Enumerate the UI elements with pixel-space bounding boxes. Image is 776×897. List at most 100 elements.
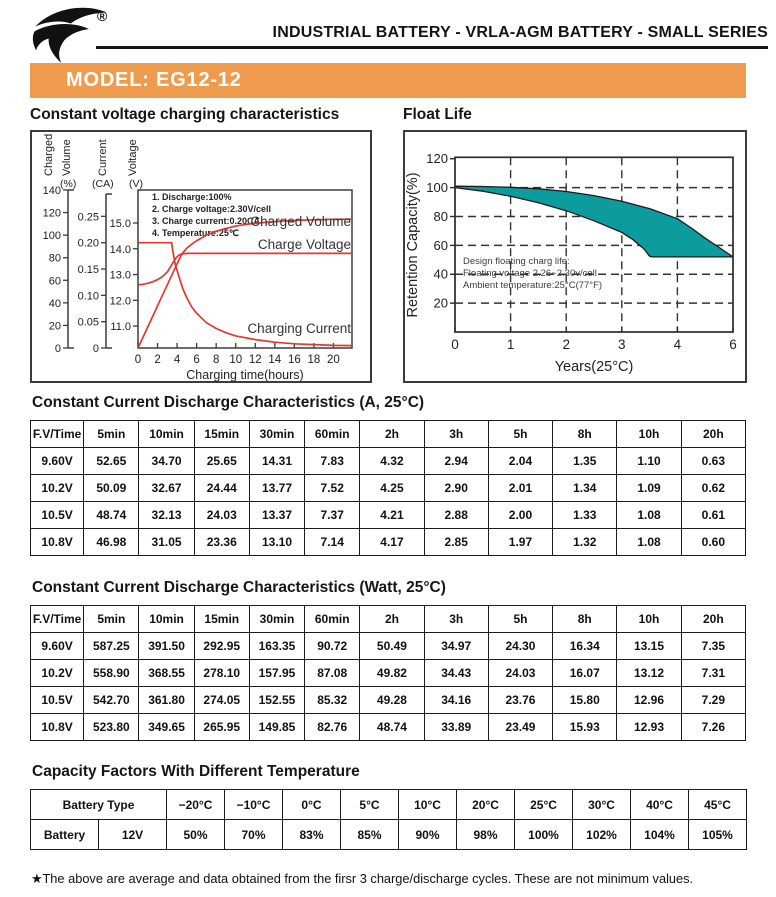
y-tick-label: 100 bbox=[426, 180, 448, 195]
discharge-amps-title: Constant Current Discharge Characteristi… bbox=[32, 394, 425, 411]
column-header: 25°C bbox=[514, 789, 573, 820]
axis-unit: (V) bbox=[129, 178, 143, 190]
header-rule bbox=[96, 46, 768, 49]
x-tick-label: 4 bbox=[674, 337, 682, 352]
cell: 278.10 bbox=[193, 659, 250, 687]
x-axis-label: Years(25°C) bbox=[555, 359, 634, 375]
volume-tick-label: 60 bbox=[49, 275, 61, 287]
discharge-amps-section: Constant Current Discharge Characteristi… bbox=[29, 394, 747, 556]
model-label: MODEL: EG12-12 bbox=[66, 69, 242, 91]
footnote: ★The above are average and data obtained… bbox=[31, 870, 694, 886]
cell: 15.80 bbox=[552, 686, 618, 714]
cell: 82.76 bbox=[304, 713, 361, 741]
cell: 33.89 bbox=[423, 713, 489, 741]
cell: 265.95 bbox=[193, 713, 250, 741]
column-header: 45°C bbox=[688, 789, 747, 820]
cell: 34.16 bbox=[423, 686, 489, 714]
current-tick-label: 0.05 bbox=[78, 317, 99, 329]
cell: 7.83 bbox=[304, 447, 361, 475]
column-header: F.V/Time bbox=[29, 605, 85, 633]
column-header: 10h bbox=[616, 605, 682, 633]
table-row: 10.8V 46.98 31.05 23.36 13.10 7.14 4.17 2.85 1.9… bbox=[29, 528, 747, 556]
cell: 49.82 bbox=[359, 659, 425, 687]
column-header: F.V/Time bbox=[29, 420, 85, 448]
cell: 2.01 bbox=[487, 474, 554, 502]
cell: 7.31 bbox=[680, 659, 747, 687]
column-header: 5min bbox=[83, 605, 140, 633]
brand-logo bbox=[30, 3, 110, 63]
charge-voltage-curve bbox=[137, 252, 352, 286]
data-table-1: F.V/Time 5min 10min 15min 30min 60min 2h 3h 5h 8h… bbox=[29, 605, 747, 741]
float-life-chart-title: Float Life bbox=[403, 106, 472, 123]
column-header: 10min bbox=[138, 420, 195, 448]
cell: 100% bbox=[514, 819, 573, 850]
cell: 1.35 bbox=[552, 447, 618, 475]
x-tick-label: 10 bbox=[229, 354, 242, 366]
column-header: 30°C bbox=[572, 789, 631, 820]
cell: 48.74 bbox=[83, 501, 140, 529]
cell: 0.61 bbox=[680, 501, 747, 529]
column-header: Battery Type bbox=[30, 789, 167, 820]
cell: 85.32 bbox=[304, 686, 361, 714]
discharge-watts-section: Constant Current Discharge Characteristi… bbox=[29, 579, 747, 741]
curve-label: Charging Current bbox=[247, 321, 351, 336]
cell: 0.62 bbox=[680, 474, 747, 502]
data-table-2: Battery Type −20°C −10°C 0°C 5°C 10°C 20°C 25°C… bbox=[30, 789, 747, 850]
cell: 1.08 bbox=[616, 528, 682, 556]
chart-note: 3. Charge current:0.20CA bbox=[152, 216, 261, 226]
cell: Battery bbox=[30, 819, 99, 850]
table-header-row: F.V/Time 5min 10min 15min 30min 60min 2h 3h 5h 8h… bbox=[29, 605, 747, 633]
column-header: 10min bbox=[138, 605, 195, 633]
table-row: 10.8V 523.80 349.65 265.95 149.85 82.76 48.74 3… bbox=[29, 713, 747, 741]
cell: 13.12 bbox=[616, 659, 682, 687]
cell: 98% bbox=[456, 819, 515, 850]
float-life-chart-block: Float Life 20 40 60 80 100 120 0 1 2 3 4 6 Retention… bbox=[403, 106, 747, 383]
cell: 2.94 bbox=[423, 447, 489, 475]
column-header: 3h bbox=[423, 420, 489, 448]
cell: 90% bbox=[398, 819, 457, 850]
cell: 274.05 bbox=[193, 686, 250, 714]
axis-name: Voltage bbox=[127, 139, 139, 176]
cell: 1.34 bbox=[552, 474, 618, 502]
cell: 368.55 bbox=[138, 659, 195, 687]
cell: 149.85 bbox=[248, 713, 306, 741]
cell: 1.97 bbox=[487, 528, 554, 556]
volume-tick-label: 80 bbox=[49, 253, 61, 265]
cell: 0.60 bbox=[680, 528, 747, 556]
cell: 361.80 bbox=[138, 686, 195, 714]
data-table-0: F.V/Time 5min 10min 15min 30min 60min 2h 3h 5h 8h… bbox=[29, 420, 747, 556]
column-header: 15min bbox=[193, 420, 250, 448]
y-tick-label: 40 bbox=[434, 267, 448, 282]
current-tick-label: 0 bbox=[93, 343, 99, 355]
cell: 50.49 bbox=[359, 632, 425, 660]
x-tick-label: 0 bbox=[135, 354, 141, 366]
cell: 87.08 bbox=[304, 659, 361, 687]
x-tick-label: 18 bbox=[307, 354, 320, 366]
column-header: 60min bbox=[304, 420, 361, 448]
column-header: 3h bbox=[423, 605, 489, 633]
cell: 1.08 bbox=[616, 501, 682, 529]
capacity-factors-title: Capacity Factors With Different Temperat… bbox=[32, 763, 360, 780]
x-tick-label: 2 bbox=[154, 354, 160, 366]
cell: 4.21 bbox=[359, 501, 425, 529]
cell: 12.96 bbox=[616, 686, 682, 714]
y-tick-label: 120 bbox=[426, 151, 448, 166]
curve-label: Charge Voltage bbox=[258, 237, 351, 252]
x-tick-label: 6 bbox=[193, 354, 199, 366]
column-header: 5h bbox=[487, 420, 554, 448]
cell: 4.32 bbox=[359, 447, 425, 475]
cell: 34.70 bbox=[138, 447, 195, 475]
column-header: 5°C bbox=[340, 789, 399, 820]
chart-border bbox=[30, 130, 372, 383]
cell: 34.43 bbox=[423, 659, 489, 687]
cell: 9.60V bbox=[29, 447, 85, 475]
cell: 1.33 bbox=[552, 501, 618, 529]
y-axis-label: Retention Capacity(%) bbox=[405, 172, 421, 317]
volume-tick-label: 140 bbox=[43, 185, 61, 197]
column-header: 10h bbox=[616, 420, 682, 448]
cell: 7.35 bbox=[680, 632, 747, 660]
chart-border bbox=[403, 130, 747, 383]
column-header: 2h bbox=[359, 605, 425, 633]
cell: 10.2V bbox=[29, 659, 85, 687]
cell: 15.93 bbox=[552, 713, 618, 741]
